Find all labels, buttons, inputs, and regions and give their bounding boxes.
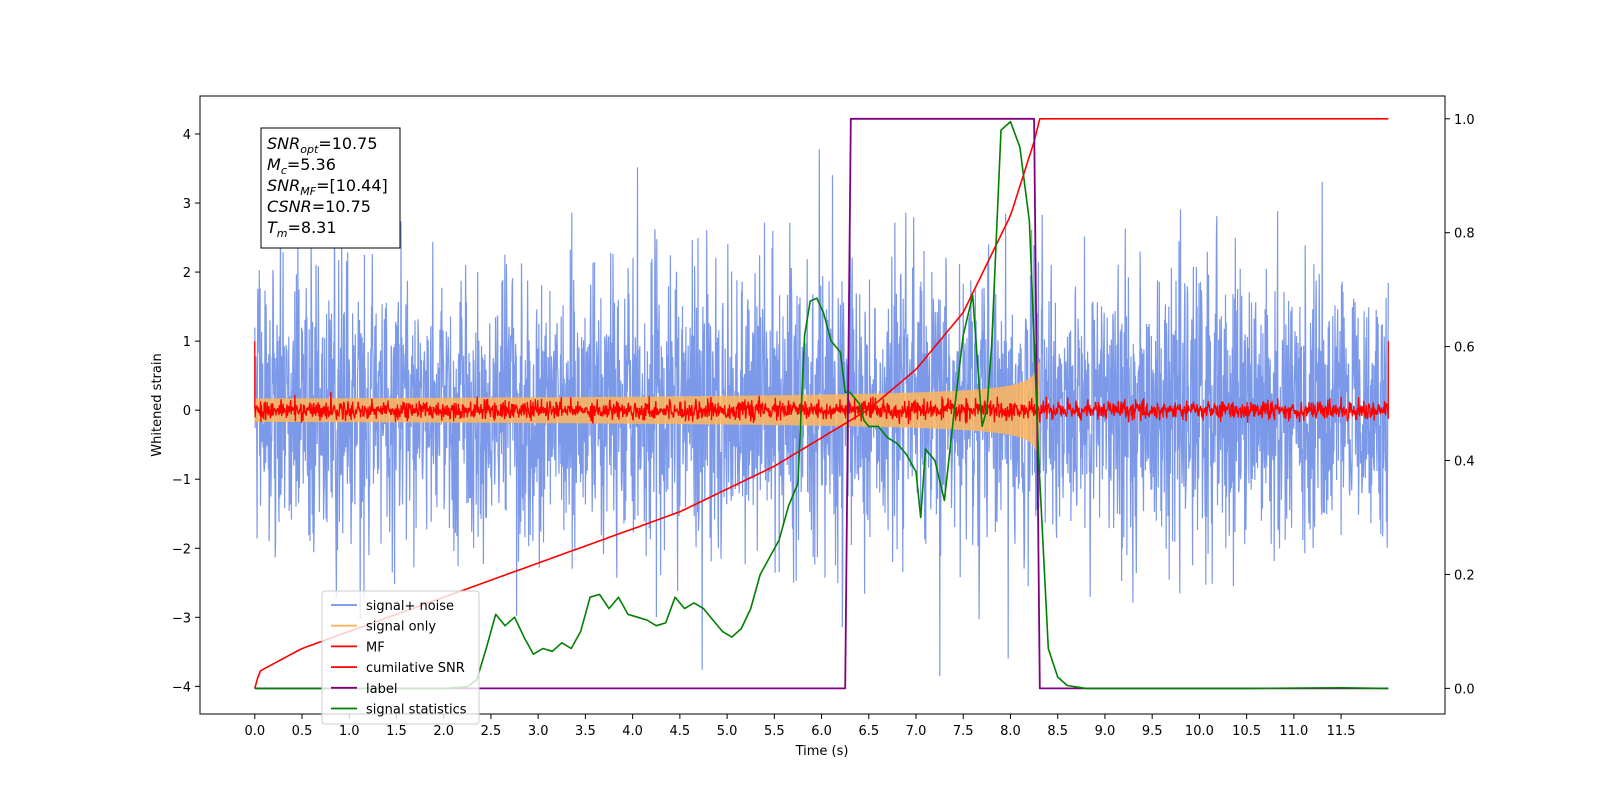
annotation-symbol: SNR — [267, 134, 300, 153]
x-tick-label: 5.5 — [764, 724, 785, 739]
annotation-line: SNRMF=[10.44] — [267, 176, 388, 198]
legend-entry: signal+ noise — [366, 599, 454, 614]
x-tick-label: 7.5 — [953, 724, 974, 739]
x-tick-label: 1.0 — [339, 724, 360, 739]
plot-frame — [199, 95, 1446, 715]
x-tick-label: 10.0 — [1185, 724, 1214, 739]
annotation-symbol: M — [267, 155, 281, 174]
series-mf — [254, 341, 1389, 425]
y-right-tick-label: 0.8 — [1454, 227, 1475, 242]
y-left-tick-label: −1 — [172, 473, 191, 488]
annotation-box: SNRopt=10.75Mc=5.36SNRMF=[10.44]CSNR=10.… — [260, 127, 401, 249]
x-tick-label: 4.5 — [670, 724, 691, 739]
y-axis-left: 4 3 2 1 0 −1 −2 −3 −4 — [172, 128, 200, 695]
annotation-symbol: SNR — [267, 176, 300, 195]
annotation-line: Mc=5.36 — [267, 155, 336, 177]
annotation-line: CSNR=10.75 — [267, 197, 371, 216]
y-left-tick-label: 4 — [183, 128, 191, 143]
y-right-tick-label: 0.2 — [1454, 568, 1475, 583]
x-tick-label: 11.0 — [1279, 724, 1308, 739]
x-tick-label: 0.0 — [244, 724, 265, 739]
x-tick-label: 6.5 — [858, 724, 879, 739]
y-axis-label-left: Whitened strain — [150, 353, 165, 456]
x-tick-label: 9.5 — [1142, 724, 1163, 739]
y-right-tick-label: 0.4 — [1454, 455, 1475, 470]
y-right-tick-label: 1.0 — [1454, 113, 1475, 128]
x-tick-label: 0.5 — [292, 724, 313, 739]
annotation-subscript: c — [281, 164, 287, 177]
x-tick-label: 5.0 — [717, 724, 738, 739]
x-tick-label: 10.5 — [1232, 724, 1261, 739]
x-tick-label: 6.0 — [811, 724, 832, 739]
x-tick-label: 2.5 — [481, 724, 502, 739]
legend: signal+ noise signal only MF cumilative SNR… — [321, 590, 480, 725]
annotation-symbol: CSNR — [267, 197, 312, 216]
legend-entry: label — [366, 682, 397, 697]
series-signal-noise — [254, 149, 1389, 677]
legend-items: signal+ noise signal only MF cumilative SNR… — [331, 599, 467, 718]
annotation-value: =10.75 — [312, 197, 371, 216]
y-right-tick-label: 0.0 — [1454, 682, 1475, 697]
y-axis-right: 1.0 0.8 0.6 0.4 0.2 0.0 — [1445, 113, 1475, 697]
series-signal-only — [254, 362, 1041, 459]
annotation-symbol: T — [267, 218, 278, 237]
legend-entry: signal only — [366, 620, 436, 635]
x-tick-label: 11.5 — [1327, 724, 1356, 739]
annotation-subscript: m — [277, 227, 288, 240]
x-axis-label: Time (s) — [795, 744, 849, 759]
annotation-line: SNRopt=10.75 — [267, 134, 378, 156]
y-left-tick-label: 3 — [183, 197, 191, 212]
legend-entry: signal statistics — [366, 703, 467, 718]
annotation-value: =5.36 — [287, 155, 336, 174]
x-tick-label: 3.0 — [528, 724, 549, 739]
y-right-tick-label: 0.6 — [1454, 341, 1475, 356]
legend-entry: cumilative SNR — [366, 661, 465, 676]
x-tick-label: 8.5 — [1047, 724, 1068, 739]
annotation-value: =10.75 — [318, 134, 377, 153]
annotation-subscript: opt — [300, 143, 319, 156]
x-tick-label: 2.0 — [433, 724, 454, 739]
y-left-tick-label: −3 — [172, 611, 191, 626]
annotation-subscript: MF — [300, 185, 316, 198]
legend-entry: MF — [366, 640, 385, 655]
series-signal-statistics — [254, 120, 1389, 690]
y-left-tick-label: −2 — [172, 542, 191, 557]
x-axis: 0.0 0.5 1.0 1.5 2.0 2.5 3.0 3.5 4.0 4.5 5.0 5.5 6.0 6… — [244, 714, 1356, 739]
y-left-tick-label: 2 — [183, 266, 191, 281]
x-tick-label: 8.0 — [1000, 724, 1021, 739]
y-left-tick-label: 1 — [183, 335, 191, 350]
x-tick-label: 4.0 — [622, 724, 643, 739]
x-tick-label: 1.5 — [386, 724, 407, 739]
annotation-line: Tm=8.31 — [267, 218, 337, 240]
annotation-value: =8.31 — [288, 218, 337, 237]
y-left-tick-label: 0 — [183, 404, 191, 419]
x-tick-label: 9.0 — [1095, 724, 1116, 739]
annotation-value: =[10.44] — [316, 176, 388, 195]
y-left-tick-label: −4 — [172, 680, 191, 695]
x-tick-label: 3.5 — [575, 724, 596, 739]
x-tick-label: 7.0 — [906, 724, 927, 739]
